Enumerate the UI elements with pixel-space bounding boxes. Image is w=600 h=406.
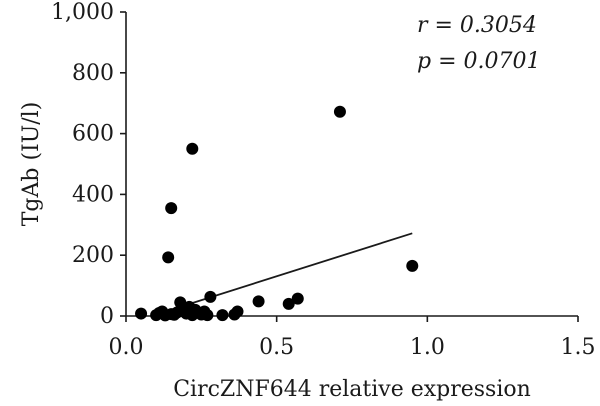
y-tick-label: 600 [72,122,114,147]
y-tick-label: 200 [72,243,114,268]
data-points [135,105,419,322]
trendline [155,232,413,316]
data-point [252,295,265,308]
data-point [406,259,419,272]
ticks: 0 200 400 600 800 1,000 0.0 0.5 1.0 1.5 [51,0,595,360]
data-point [216,309,229,322]
x-tick-label: 1.5 [561,335,596,360]
p-value-annotation: p = 0.0701 [417,49,540,74]
data-point [291,292,304,305]
y-axis-title: TgAb (IU/l) [19,102,44,227]
y-tick-label: 1,000 [51,0,114,25]
data-point [282,297,295,310]
trendline-group [155,232,413,316]
correlation-r-annotation: r = 0.3054 [417,13,537,38]
data-point [165,202,178,215]
data-point [135,307,148,320]
data-point [204,290,217,303]
data-point [201,309,214,322]
x-tick-label: 0.0 [109,335,144,360]
y-tick-label: 0 [100,304,114,329]
data-point [162,251,175,264]
x-axis-title: CircZNF644 relative expression [173,377,531,402]
data-point [333,105,346,118]
x-tick-label: 0.5 [259,335,294,360]
data-point [186,142,199,155]
x-tick-label: 1.0 [410,335,445,360]
y-tick-label: 800 [72,61,114,86]
data-point [231,305,244,318]
y-tick-label: 400 [72,182,114,207]
